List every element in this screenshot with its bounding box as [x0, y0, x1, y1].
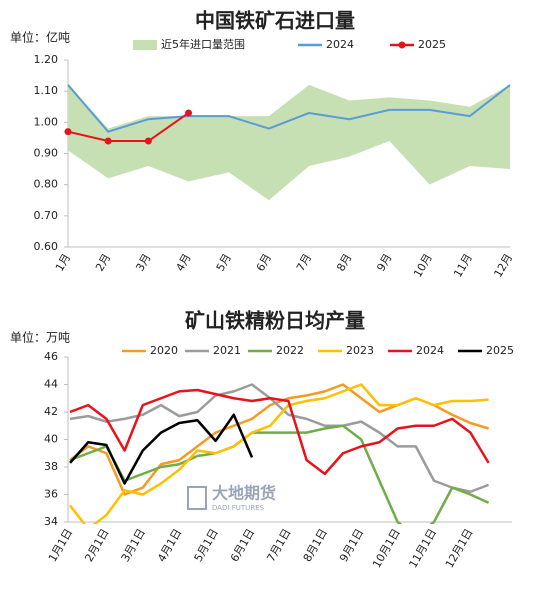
y-tick-label: 38	[44, 460, 58, 473]
x-tick-label: 6月	[254, 252, 274, 274]
series-line	[67, 112, 190, 143]
x-tick-label: 6月1日	[228, 527, 257, 565]
point	[185, 109, 193, 117]
x-tick-label: 12月1日	[443, 527, 476, 571]
series-line	[69, 383, 489, 524]
y-tick-label: 36	[44, 488, 58, 501]
x-tick-label: 9月	[374, 252, 394, 274]
series-line	[69, 413, 254, 485]
x-tick-label: 5月	[214, 252, 234, 274]
plot	[69, 383, 490, 524]
watermark: 大地期货	[212, 484, 276, 503]
chart-title: 中国铁矿石进口量	[195, 9, 355, 33]
x-tick-label: 11月1日	[406, 527, 439, 571]
point	[144, 137, 152, 145]
unit-label: 单位：万吨	[10, 330, 70, 345]
x-tick-label: 7月1日	[264, 527, 293, 565]
x-tick-label: 1月1日	[46, 527, 75, 565]
y-tick-label: 0.70	[34, 209, 59, 222]
x-tick-label: 1月	[53, 252, 73, 274]
watermark-sub: DADI FUTURES	[212, 504, 265, 512]
chart-title: 矿山铁精粉日均产量	[185, 309, 365, 333]
legend-label: 2022	[276, 344, 304, 357]
y-tick-label: 0.90	[34, 147, 59, 160]
watermark-logo	[187, 486, 207, 510]
y-tick-label: 1.20	[34, 53, 59, 66]
y-tick-label: 0.60	[34, 240, 59, 253]
x-tick-label: 10月1日	[370, 527, 403, 571]
y-tick-label: 42	[44, 405, 58, 418]
y-tick-label: 1.10	[34, 84, 59, 97]
series-line	[69, 388, 490, 476]
legend-label: 近5年进口量范围	[161, 37, 245, 51]
x-tick-label: 3月	[133, 252, 153, 274]
y-tick-label: 40	[44, 433, 58, 446]
legend-swatch	[133, 40, 157, 50]
x-tick-label: 12月	[491, 252, 515, 280]
legend-marker	[398, 41, 406, 49]
x-tick-label: 10月	[411, 252, 435, 280]
x-tick-label: 2月	[93, 252, 113, 274]
legend-label: 2023	[346, 344, 374, 357]
plot	[64, 84, 511, 201]
y-tick-label: 0.80	[34, 178, 59, 191]
x-tick-label: 3月1日	[119, 527, 148, 565]
x-tick-label: 7月	[294, 252, 314, 274]
unit-label: 单位：亿吨	[10, 30, 70, 45]
x-tick-label: 2月1日	[82, 527, 111, 565]
legend-label: 2021	[213, 344, 241, 357]
legend-label: 2025	[486, 344, 514, 357]
y-tick-label: 34	[44, 515, 58, 528]
y-tick-label: 46	[44, 350, 58, 363]
legend-label: 2024	[326, 38, 354, 51]
point	[104, 137, 112, 145]
point	[64, 128, 72, 136]
legend-label: 2025	[418, 38, 446, 51]
y-tick-label: 44	[44, 378, 58, 391]
x-tick-label: 11月	[451, 252, 475, 280]
y-tick-label: 1.00	[34, 115, 59, 128]
x-tick-label: 8月	[334, 252, 354, 274]
x-tick-label: 8月1日	[301, 527, 330, 565]
range-area	[68, 84, 510, 201]
legend-label: 2020	[150, 344, 178, 357]
x-tick-label: 4月	[173, 252, 193, 274]
legend-label: 2024	[416, 344, 444, 357]
series-line	[67, 84, 511, 133]
x-tick-label: 9月1日	[337, 527, 366, 565]
x-tick-label: 5月1日	[192, 527, 221, 565]
x-tick-label: 4月1日	[155, 527, 184, 565]
series-line	[69, 424, 490, 524]
